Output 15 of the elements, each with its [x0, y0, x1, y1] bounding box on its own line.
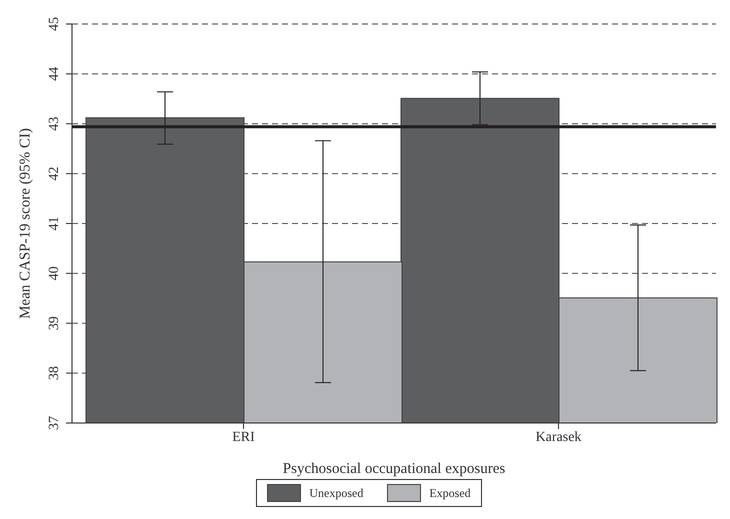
- y-tick-label: 38: [47, 366, 62, 380]
- y-tick-label: 43: [47, 116, 62, 131]
- y-tick-label: 44: [47, 66, 62, 81]
- y-tick-label: 40: [47, 266, 62, 280]
- x-tick-label: ERI: [232, 430, 256, 445]
- legend-label: Exposed: [428, 484, 471, 502]
- x-tick-label: Karasek: [536, 430, 582, 445]
- x-axis-title: Psychosocial occupational exposures: [282, 461, 506, 477]
- y-tick-label: 42: [47, 166, 62, 181]
- legend-label: Unexposed: [308, 484, 364, 502]
- y-axis-title: Mean CASP-19 score (95% CI): [17, 128, 34, 319]
- y-tick-label: 39: [47, 316, 62, 330]
- y-tick-label: 37: [47, 416, 62, 430]
- y-tick-label: 45: [47, 17, 62, 31]
- y-tick-label: 41: [47, 216, 62, 230]
